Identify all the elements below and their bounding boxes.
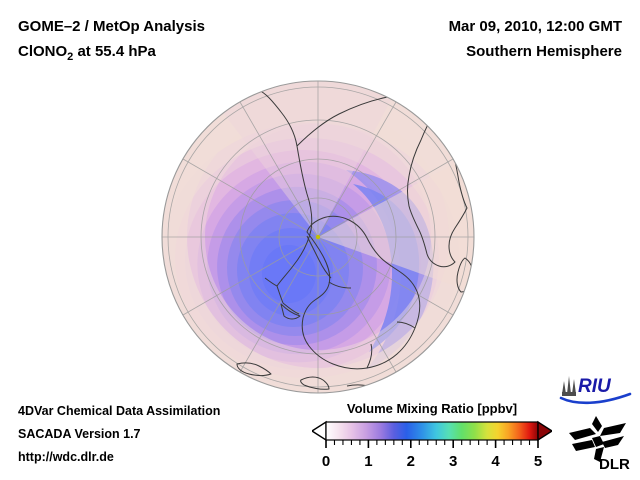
version-label: SACADA Version 1.7 — [18, 427, 141, 441]
method-label: 4DVar Chemical Data Assimilation — [18, 404, 221, 418]
africa-sector-wedge — [318, 160, 474, 290]
meridian-300 — [182, 158, 319, 238]
coast-africa — [407, 115, 468, 268]
globe-svg — [161, 80, 475, 394]
meridian-330 — [239, 101, 319, 238]
species-subscript: 2 — [67, 51, 74, 63]
globe-map — [161, 80, 475, 394]
colorbar-tick-label: 4 — [491, 453, 500, 470]
colorbar-tick-labels: 0 1 2 3 4 5 — [322, 453, 542, 470]
hemisphere-label: Southern Hemisphere — [466, 43, 622, 60]
globe-outline — [161, 80, 475, 394]
species-level-title: ClONO2 at 55.4 hPa — [18, 39, 205, 64]
website-url[interactable]: http://wdc.dlr.de — [18, 450, 114, 464]
colorbar-tick-label: 0 — [322, 453, 330, 470]
coastlines — [198, 83, 474, 390]
header-left: GOME–2 / MetOp Analysis ClONO2 at 55.4 h… — [18, 14, 205, 64]
colorbar: Volume Mixing Ratio [ppbv] 0 1 2 3 4 5 — [312, 400, 552, 472]
colorbar-tick-label: 2 — [407, 453, 415, 470]
riu-tower-icon — [562, 376, 576, 396]
colorbar-ticks — [325, 440, 539, 448]
colorbar-tick-label: 5 — [534, 453, 542, 470]
contour-0.6 — [262, 245, 316, 303]
coast-antarctic-peninsula — [306, 235, 332, 279]
riu-logo: RIU — [559, 376, 632, 405]
riu-wordmark: RIU — [578, 376, 612, 397]
coast-tasmania — [300, 376, 330, 390]
dlr-wordmark: DLR — [599, 456, 630, 472]
dlr-logo: DLR — [569, 416, 630, 472]
footer-info: 4DVar Chemical Data Assimilation SACADA … — [18, 400, 220, 469]
south-pole-marker — [315, 234, 321, 240]
colorbar-tick-label: 1 — [364, 453, 372, 470]
samerica-sector-wedge — [221, 81, 391, 237]
coast-tierra-del-fuego — [280, 303, 301, 320]
colorbar-svg: 0 1 2 3 4 5 — [312, 420, 552, 470]
coast-new-zealand — [236, 362, 272, 376]
meridian-150 — [317, 236, 397, 373]
colorbar-left-arrow — [312, 420, 327, 442]
colorbar-right-arrow — [537, 420, 552, 442]
species-label: ClONO — [18, 43, 68, 60]
graticule — [162, 81, 474, 393]
colorbar-tick-label: 3 — [449, 453, 457, 470]
timestamp-label: Mar 09, 2010, 12:00 GMT — [448, 18, 622, 35]
level-label: at 55.4 hPa — [73, 43, 156, 60]
field-layer — [162, 81, 474, 393]
meridian-30 — [317, 101, 397, 238]
meridian-60 — [317, 158, 454, 238]
colorbar-title: Volume Mixing Ratio [ppbv] — [346, 401, 518, 416]
riu-wave-icon — [559, 392, 632, 405]
dlr-propeller-icon — [569, 416, 626, 462]
coast-antarctica-detail — [328, 281, 416, 369]
meridian-120 — [317, 236, 454, 316]
coast-antarctica — [301, 215, 421, 370]
colorbar-gradient — [325, 421, 539, 441]
meridian-240 — [182, 236, 319, 316]
meridian-210 — [239, 236, 319, 373]
analysis-title: GOME–2 / MetOp Analysis — [18, 18, 205, 35]
header-right: Mar 09, 2010, 12:00 GMT Southern Hemisph… — [449, 14, 622, 64]
coast-south-america — [198, 83, 436, 315]
